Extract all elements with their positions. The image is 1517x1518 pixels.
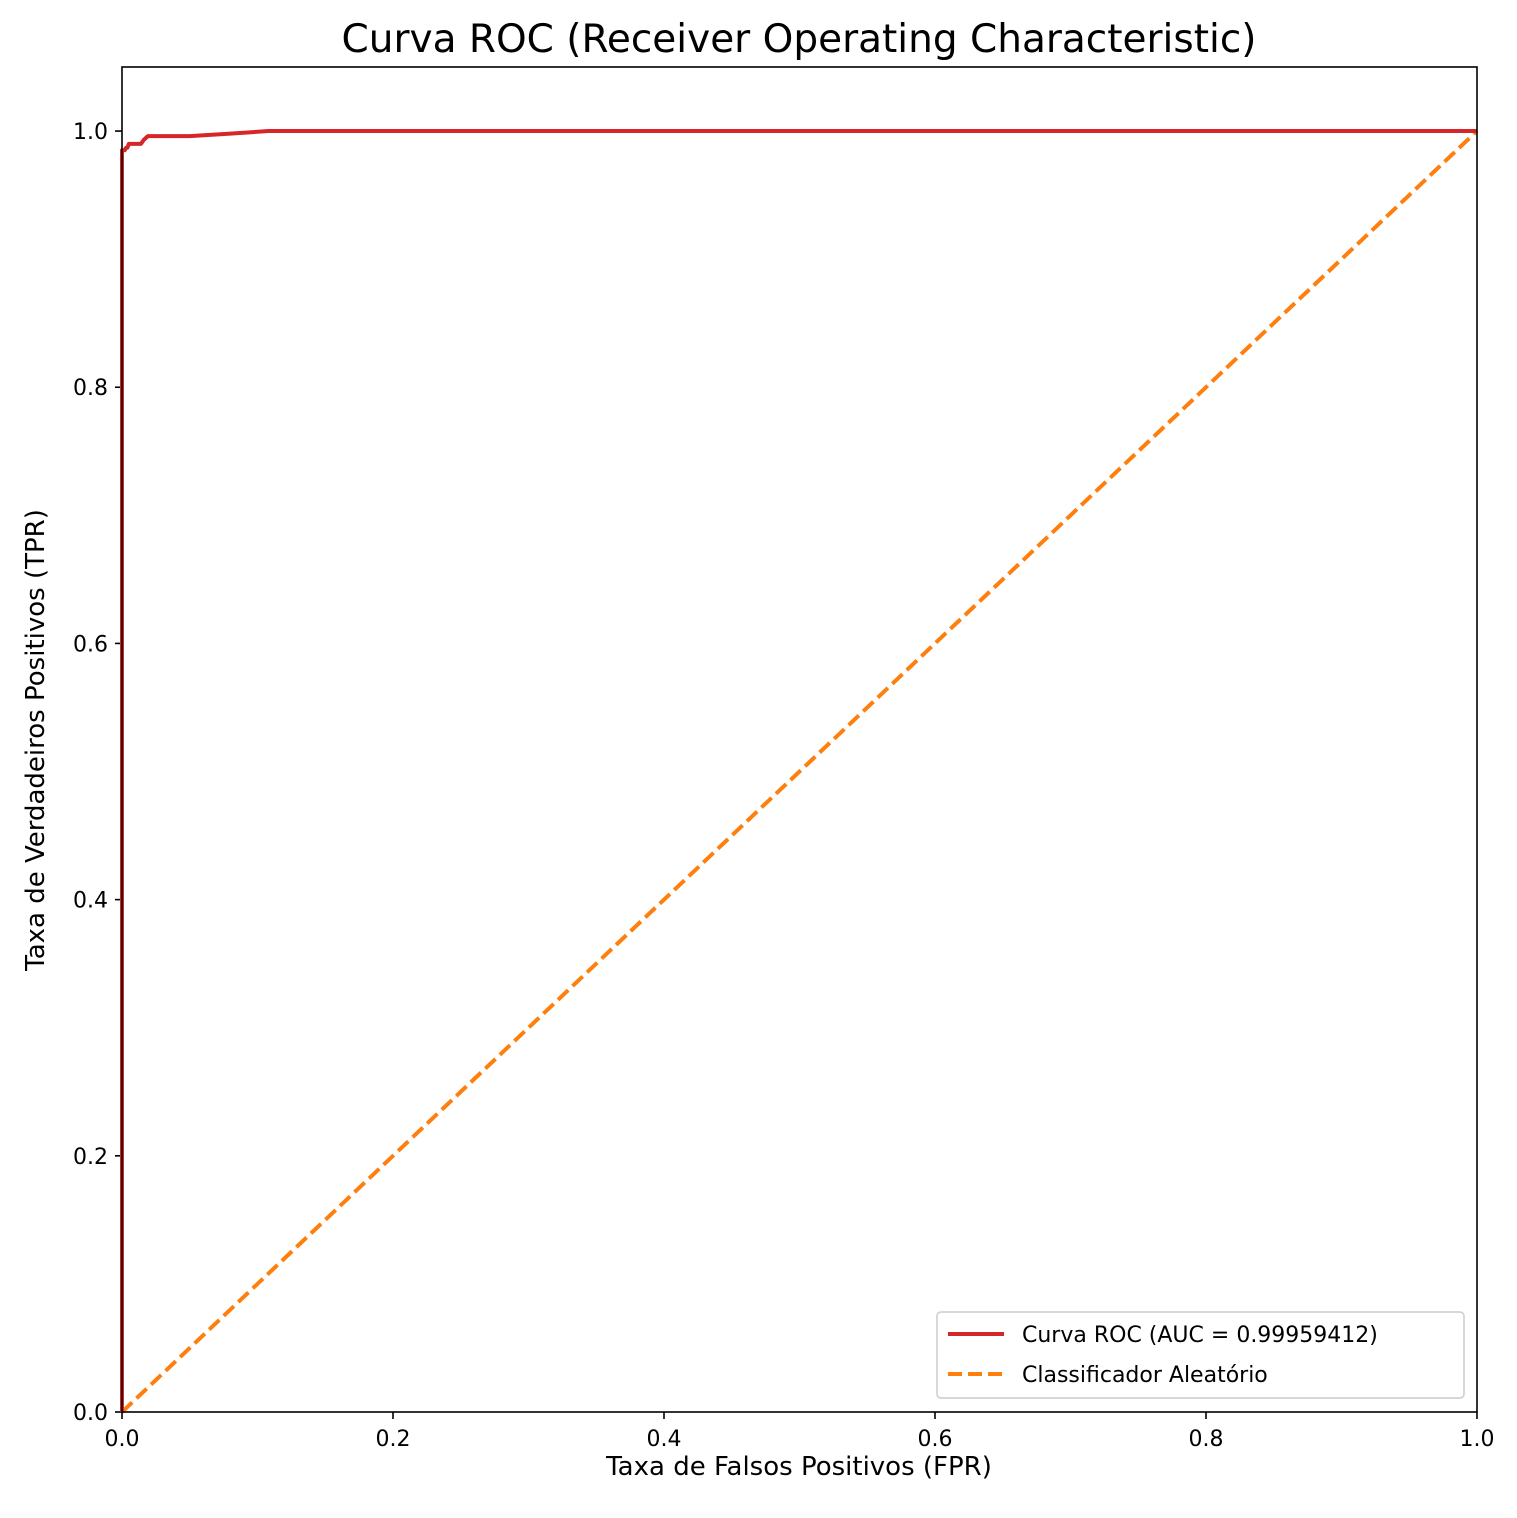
- x-axis-ticks: 0.0 0.2 0.4 0.6 0.8 1.0: [105, 1412, 1495, 1452]
- legend-box: [936, 1311, 1465, 1399]
- series-layer: [120, 129, 1479, 1414]
- x-tick-label: 0.4: [647, 1427, 682, 1452]
- x-tick-label: 0.8: [1189, 1427, 1224, 1452]
- plot-frame: [121, 66, 1478, 1413]
- random-classifier-line: [120, 129, 1479, 1414]
- x-tick-label: 1.0: [1460, 1427, 1495, 1452]
- y-tick-label: 0.6: [73, 632, 108, 657]
- plot-area: [122, 67, 1477, 1412]
- legend-label-roc: Curva ROC (AUC = 0.99959412): [1022, 1323, 1378, 1348]
- y-axis-label: Taxa de Verdadeiros Positivos (TPR): [21, 509, 51, 972]
- legend: Curva ROC (AUC = 0.99959412) Classificad…: [936, 1311, 1465, 1399]
- x-tick-label: 0.2: [376, 1427, 411, 1452]
- x-tick-label: 0.6: [918, 1427, 953, 1452]
- y-axis-ticks: 0.0 0.2 0.4 0.6 0.8 1.0: [73, 120, 122, 1426]
- x-axis-label: Taxa de Falsos Positivos (FPR): [605, 1452, 992, 1482]
- y-tick-label: 0.8: [73, 376, 108, 401]
- legend-label-random: Classificador Aleatório: [1022, 1363, 1268, 1388]
- x-tick-label: 0.0: [105, 1427, 140, 1452]
- y-tick-label: 0.2: [73, 1145, 108, 1170]
- y-tick-label: 0.4: [73, 889, 108, 914]
- y-tick-label: 0.0: [73, 1401, 108, 1426]
- roc-curve-line: [120, 129, 1477, 1412]
- y-tick-label: 1.0: [73, 120, 108, 145]
- chart-title: Curva ROC (Receiver Operating Characteri…: [342, 17, 1257, 62]
